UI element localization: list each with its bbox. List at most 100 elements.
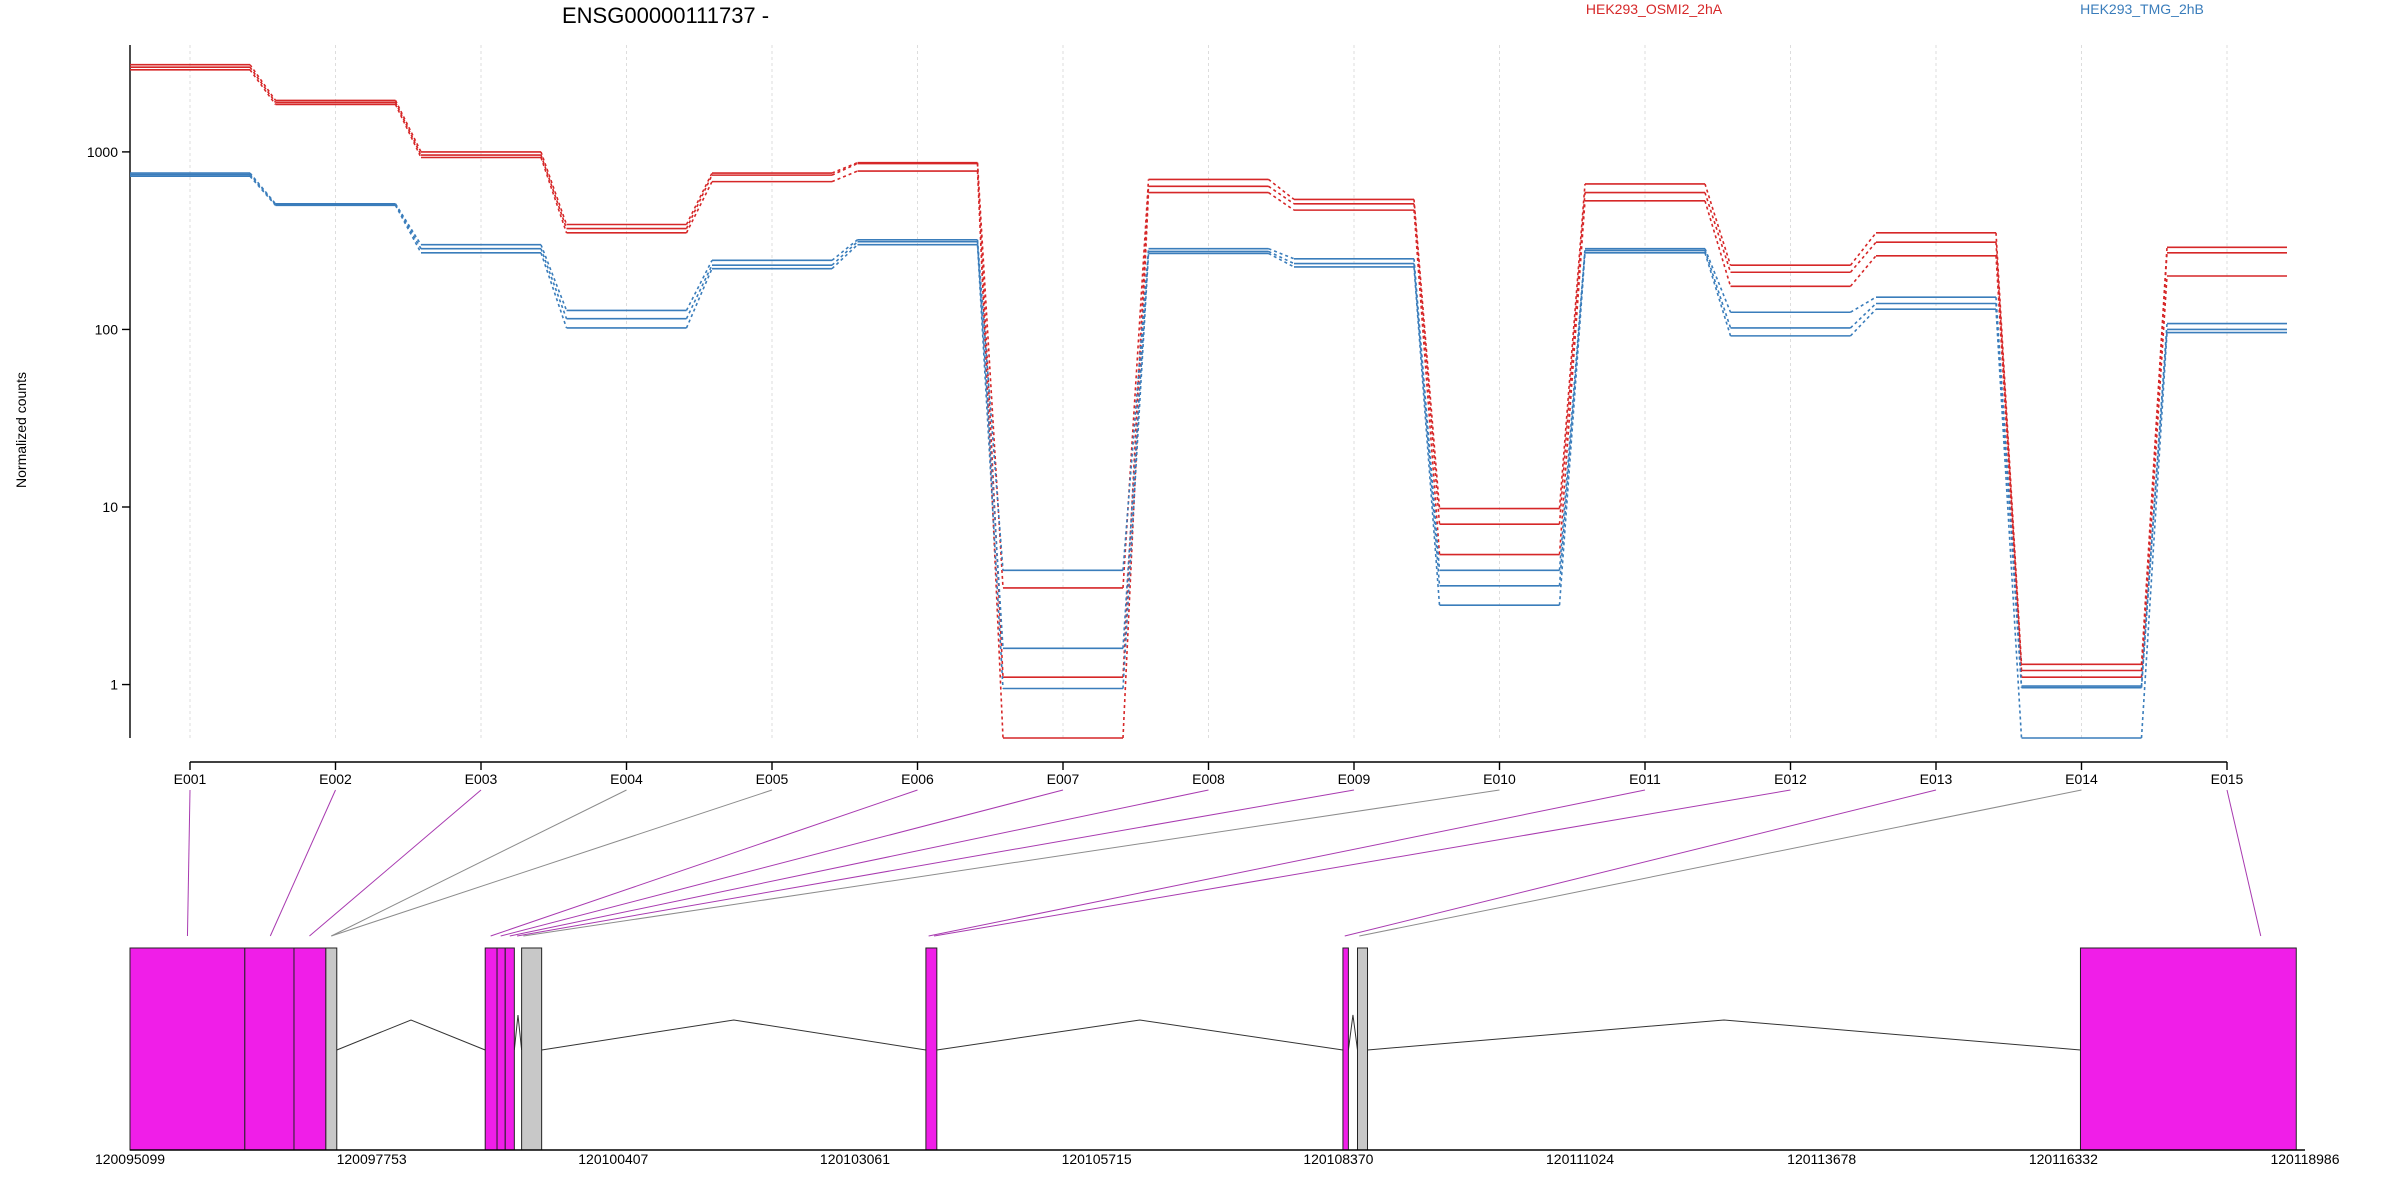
series-connector: [1268, 250, 1295, 265]
series-connector: [1413, 199, 1441, 509]
series-connector: [1558, 200, 1586, 555]
x-tick-label: E013: [1920, 771, 1953, 787]
series-connector: [540, 244, 568, 311]
series-connector: [1704, 252, 1732, 337]
series-connector: [1849, 241, 1877, 273]
intron-line: [513, 1014, 523, 1051]
genomic-tick-label: 120105715: [1062, 1151, 1132, 1167]
exon-block: [504, 947, 515, 1151]
y-tick-label: 10: [102, 499, 118, 515]
legend-entry-osmi2: HEK293_OSMI2_2hA: [1586, 1, 1723, 17]
series-connector: [831, 241, 859, 266]
series-connector: [540, 248, 568, 319]
x-tick-label: E003: [465, 771, 498, 787]
exon-connector: [331, 789, 773, 937]
series-connector: [831, 162, 858, 176]
x-tick-label: E005: [756, 771, 789, 787]
series-connector: [1849, 308, 1877, 337]
intron-line: [1367, 1019, 2081, 1051]
exon-connector: [516, 789, 1355, 937]
genomic-tick-label: 120111024: [1546, 1151, 1614, 1167]
series-connector: [1558, 192, 1586, 525]
y-tick-label: 100: [95, 321, 119, 337]
series-connector: [976, 244, 1004, 689]
series-connector: [1122, 253, 1150, 689]
axes: 1 10 100 1000 E001 E002 E003 E004 E005 E006 E007 E0…: [87, 45, 2244, 787]
series-connector: [1122, 251, 1150, 649]
exon-connector: [309, 789, 482, 937]
series-connector: [1122, 248, 1150, 571]
series-connector: [394, 102, 422, 156]
exon-connector-lines: [186, 789, 2262, 937]
genomic-tick-label: 120095099: [95, 1151, 165, 1167]
series-connector: [976, 239, 1004, 571]
x-tick-label: E010: [1483, 771, 1516, 787]
series-connector: [1268, 252, 1295, 268]
series-line: [130, 175, 2287, 739]
x-tick-label: E004: [610, 771, 643, 787]
series-connector: [1122, 192, 1150, 739]
exon-block: [2079, 947, 2297, 1151]
series-connector: [249, 64, 277, 101]
y-axis-label: Normalized counts: [13, 372, 29, 488]
exon-block: [1356, 947, 1369, 1151]
series-connector: [1850, 296, 1877, 313]
genomic-tick-label: 120108370: [1303, 1151, 1373, 1167]
legend-entry-tmg: HEK293_TMG_2hB: [2080, 1, 2204, 17]
series-connector: [1995, 255, 2023, 678]
exon-connector: [186, 789, 191, 937]
exon-block: [925, 947, 938, 1151]
intron-line: [541, 1019, 926, 1051]
exon-block: [521, 947, 543, 1151]
exon-block: [293, 947, 327, 1151]
series-connector: [394, 104, 422, 158]
series-connector: [1704, 200, 1732, 287]
x-tick-label: E014: [2065, 771, 2098, 787]
genomic-tick-label: 120116332: [2029, 1151, 2098, 1167]
series-connector: [2140, 332, 2168, 739]
x-tick-label: E007: [1047, 771, 1080, 787]
genomic-tick-label: 120100407: [578, 1151, 648, 1167]
series-connector: [249, 175, 277, 206]
y-tick-label: 1000: [87, 144, 118, 160]
exon-block: [1342, 947, 1349, 1151]
series-connector: [1413, 203, 1441, 525]
exon-connector: [269, 789, 336, 937]
x-tick-label: E012: [1774, 771, 1807, 787]
series-connector: [831, 239, 859, 261]
gene-model: 120095099 120097753 120100407 120103061 1201…: [95, 947, 2340, 1167]
exon-connector: [928, 789, 1646, 937]
series-connector: [394, 204, 422, 254]
exon-connector: [331, 789, 627, 937]
series-connector: [249, 66, 277, 103]
series-connector: [1558, 252, 1586, 606]
series-connector: [831, 161, 858, 174]
series-connector: [685, 259, 713, 311]
x-tick-label: E001: [174, 771, 207, 787]
series-line: [130, 68, 2287, 739]
series-line: [130, 173, 2287, 689]
series-connector: [1704, 183, 1732, 266]
series-connector: [1704, 192, 1732, 273]
series-connector: [976, 241, 1004, 649]
x-tick-label: E015: [2211, 771, 2244, 787]
x-tick-label: E006: [901, 771, 934, 787]
series-connector: [540, 157, 568, 234]
series-connector: [1995, 309, 2023, 739]
intron-line: [936, 1019, 1343, 1051]
exon-block: [325, 947, 338, 1151]
exon-connector: [2226, 789, 2262, 937]
exon-block: [244, 947, 295, 1151]
exon-connector: [1359, 789, 2082, 937]
exon-block: [129, 947, 246, 1151]
series-connector: [1413, 263, 1441, 586]
intron-line: [1347, 1014, 1358, 1051]
exon-block: [496, 947, 506, 1151]
chart-title: ENSG00000111737 -: [562, 3, 769, 28]
series-connector: [1268, 191, 1295, 211]
exon-connector: [509, 789, 1209, 937]
exon-connector: [500, 789, 1064, 937]
series-connector: [1413, 210, 1441, 555]
series-connector: [394, 100, 422, 153]
